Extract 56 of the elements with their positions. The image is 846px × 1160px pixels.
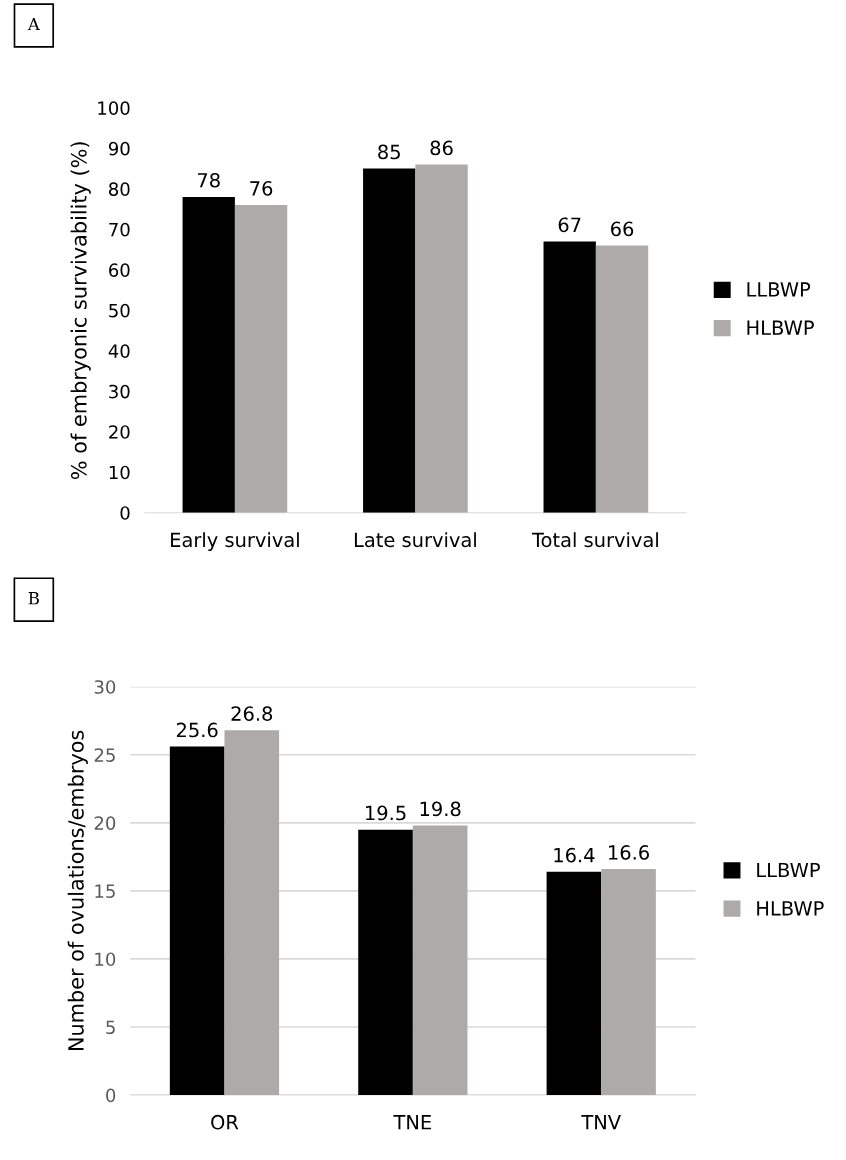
y-tick-label: 10: [95, 952, 116, 967]
y-tick-label: 20: [109, 425, 130, 439]
bar: [358, 829, 413, 1096]
bar: [415, 164, 468, 513]
bar: [595, 245, 649, 513]
x-tick-label: Early survival: [171, 532, 299, 551]
y-tick-label: 40: [108, 344, 130, 358]
legend-label: HLBWP: [747, 320, 814, 335]
data-label: 19.5: [366, 805, 406, 821]
data-label: 19.8: [420, 801, 461, 817]
data-label: 85: [378, 144, 400, 160]
y-tick-label: 0: [120, 506, 130, 520]
legend-label: LLBWP: [757, 862, 820, 878]
y-axis-title: Number of ovulations/embryos: [67, 730, 88, 1051]
x-tick-label: OR: [211, 1114, 239, 1130]
data-label: 16.6: [609, 845, 649, 860]
data-label: 78: [197, 172, 220, 188]
y-tick-label: 30: [109, 384, 130, 399]
y-tick-label: 10: [109, 465, 130, 480]
y-tick-label: 60: [109, 263, 130, 277]
data-label: 16.4: [554, 847, 595, 863]
bar: [169, 746, 225, 1096]
bar: [546, 871, 602, 1096]
y-tick-label: 90: [108, 141, 130, 156]
data-label: 76: [250, 181, 273, 196]
bar: [224, 730, 280, 1096]
bar: [543, 241, 596, 513]
bar: [412, 825, 468, 1096]
y-tick-label: 25: [94, 748, 115, 762]
data-label: 66: [611, 221, 634, 237]
y-tick-label: 100: [98, 101, 130, 115]
chart-title: B: [28, 592, 39, 605]
bar: [182, 196, 235, 513]
x-tick-label: TNV: [581, 1115, 621, 1130]
bar: [234, 205, 288, 513]
legend-label: LLBWP: [747, 282, 811, 297]
data-label: 26.8: [231, 706, 273, 721]
y-tick-label: 70: [109, 222, 130, 237]
y-tick-label: 5: [106, 1020, 115, 1035]
chart-title: A: [27, 17, 41, 31]
y-tick-label: 20: [94, 816, 116, 830]
bar: [601, 869, 656, 1096]
x-tick-label: TNE: [393, 1115, 431, 1130]
y-tick-label: 0: [106, 1088, 116, 1103]
bar: [363, 168, 416, 513]
y-tick-label: 15: [95, 884, 115, 898]
x-tick-label: Late survival: [354, 532, 476, 548]
data-label: 25.6: [176, 722, 218, 738]
legend-label: HLBWP: [757, 901, 824, 916]
data-label: 67: [558, 217, 581, 233]
data-label: 86: [430, 140, 453, 156]
y-axis-title: % of embryonic survivability (%): [70, 142, 91, 480]
y-tick-label: 80: [109, 182, 130, 196]
y-tick-label: 30: [94, 680, 116, 694]
y-tick-label: 50: [109, 303, 130, 318]
x-tick-label: Total survival: [531, 532, 658, 548]
